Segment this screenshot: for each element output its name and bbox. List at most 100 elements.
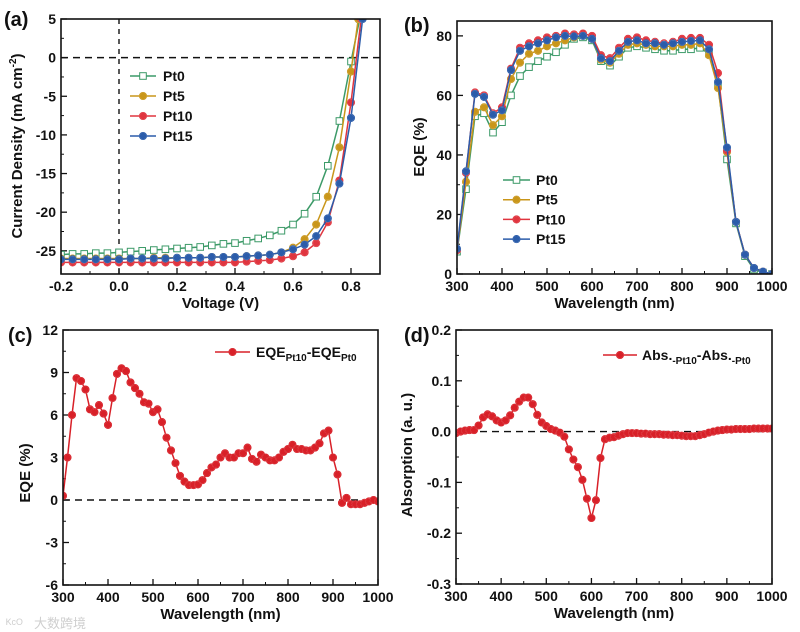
data-point-outline — [573, 463, 582, 472]
y-tick-label: 0 — [444, 266, 452, 282]
y-tick-label: -6 — [46, 577, 59, 593]
data-point — [138, 247, 146, 255]
y-tick-label: 0.1 — [432, 373, 452, 389]
data-point-outline — [555, 428, 564, 437]
legend-entry: Pt15 — [130, 128, 193, 144]
data-point-outline — [265, 250, 274, 259]
data-point-outline — [358, 19, 367, 24]
data-point — [552, 48, 560, 57]
y-tick-label: -0.1 — [427, 474, 451, 490]
data-point-outline — [153, 405, 162, 414]
data-point-outline — [488, 110, 498, 119]
y-tick-label: 3 — [50, 450, 58, 466]
y-tick-label: 6 — [50, 407, 58, 423]
data-point-outline — [63, 453, 72, 462]
data-point-outline — [135, 389, 144, 398]
legend-marker-outline — [228, 347, 237, 357]
legend-entry: Abs.-Pt10-Abs.-Pt0 — [603, 347, 751, 367]
series-line-Pt15 — [457, 35, 772, 274]
data-point-outline — [130, 384, 140, 393]
legend-marker-outline — [512, 235, 521, 244]
y-tick-label: 0.0 — [432, 424, 452, 440]
data-point — [161, 245, 170, 254]
data-point-outline — [668, 39, 678, 48]
data-point-outline — [219, 252, 228, 262]
x-tick-label: 400 — [490, 278, 514, 294]
data-point-outline — [596, 54, 606, 63]
series-line-EQE_Pt10-EQE_Pt0 — [63, 367, 378, 505]
data-point-outline — [229, 453, 239, 462]
x-tick-label: 400 — [489, 588, 513, 604]
x-tick-label: 1000 — [756, 278, 787, 294]
data-point-outline — [560, 432, 569, 441]
data-point — [300, 209, 309, 218]
legend-marker-outline — [138, 131, 148, 141]
data-point-outline — [740, 250, 750, 259]
legend-entry: EQEPt10-EQEPt0 — [215, 344, 357, 364]
data-point-outline — [162, 433, 171, 442]
data-point-outline — [114, 255, 124, 264]
data-point-outline — [515, 58, 525, 67]
data-point-outline — [470, 426, 479, 435]
x-tick-label: 0.0 — [109, 278, 129, 294]
y-tick-label: -25 — [36, 243, 56, 259]
x-tick-label: 300 — [445, 278, 469, 294]
data-point-outline — [323, 214, 332, 223]
legend-marker-outline — [138, 111, 148, 121]
data-point-outline — [677, 37, 687, 46]
data-point-outline — [312, 232, 321, 241]
legend-label: Pt10 — [163, 108, 193, 124]
data-point-outline — [300, 240, 309, 249]
data-point-outline — [623, 37, 633, 46]
x-tick-label: 300 — [444, 588, 468, 604]
legend-label: Pt15 — [163, 128, 193, 144]
data-point — [312, 192, 320, 201]
legend-label: Pt0 — [163, 68, 185, 84]
x-tick-label: 800 — [670, 278, 694, 294]
x-tick-label: 800 — [276, 589, 300, 605]
legend-entry: Pt5 — [503, 192, 558, 208]
x-tick-label: -0.2 — [49, 278, 73, 294]
y-axis-title: Absorption (a. u.) — [399, 393, 416, 517]
legend-label: Pt0 — [536, 172, 558, 188]
data-point-outline — [346, 98, 356, 107]
x-tick-label: 600 — [580, 588, 604, 604]
y-tick-label: -15 — [36, 166, 56, 182]
data-point-outline — [76, 376, 86, 386]
data-point-outline — [767, 424, 772, 433]
plot-area — [457, 29, 772, 274]
legend-label: EQEPt10-EQEPt0 — [256, 344, 357, 364]
data-point-outline — [149, 254, 158, 263]
data-point-outline — [323, 192, 332, 201]
data-point-outline — [569, 32, 579, 41]
x-tick-label: 500 — [535, 588, 559, 604]
data-point-outline — [242, 252, 251, 261]
x-tick-label: 0.4 — [225, 278, 245, 294]
data-point-outline — [335, 143, 344, 152]
x-tick-label: 600 — [580, 278, 604, 294]
data-point-outline — [560, 31, 570, 40]
data-point-outline — [686, 36, 696, 45]
data-point-outline — [175, 471, 185, 480]
y-tick-label: -5 — [44, 88, 57, 104]
data-point-outline — [461, 167, 471, 176]
data-point — [347, 57, 355, 66]
data-point-outline — [354, 19, 363, 24]
legend-subscript: Pt0 — [341, 353, 357, 364]
data-point-outline — [230, 252, 240, 262]
y-tick-label: 60 — [436, 87, 452, 103]
plot-frame — [62, 329, 379, 586]
panel-label-a: (a) — [4, 9, 28, 31]
legend-marker-outline — [512, 215, 521, 224]
data-point — [173, 244, 181, 253]
data-point-outline — [108, 393, 117, 403]
legend-subscript: -Pt10 — [672, 356, 697, 367]
data-point-outline — [103, 420, 113, 429]
data-point-outline — [346, 113, 356, 122]
data-point-outline — [283, 444, 293, 454]
legend-marker — [512, 176, 521, 184]
data-point-outline — [211, 460, 221, 469]
data-point-outline — [193, 480, 203, 489]
data-point-outline — [497, 106, 507, 115]
